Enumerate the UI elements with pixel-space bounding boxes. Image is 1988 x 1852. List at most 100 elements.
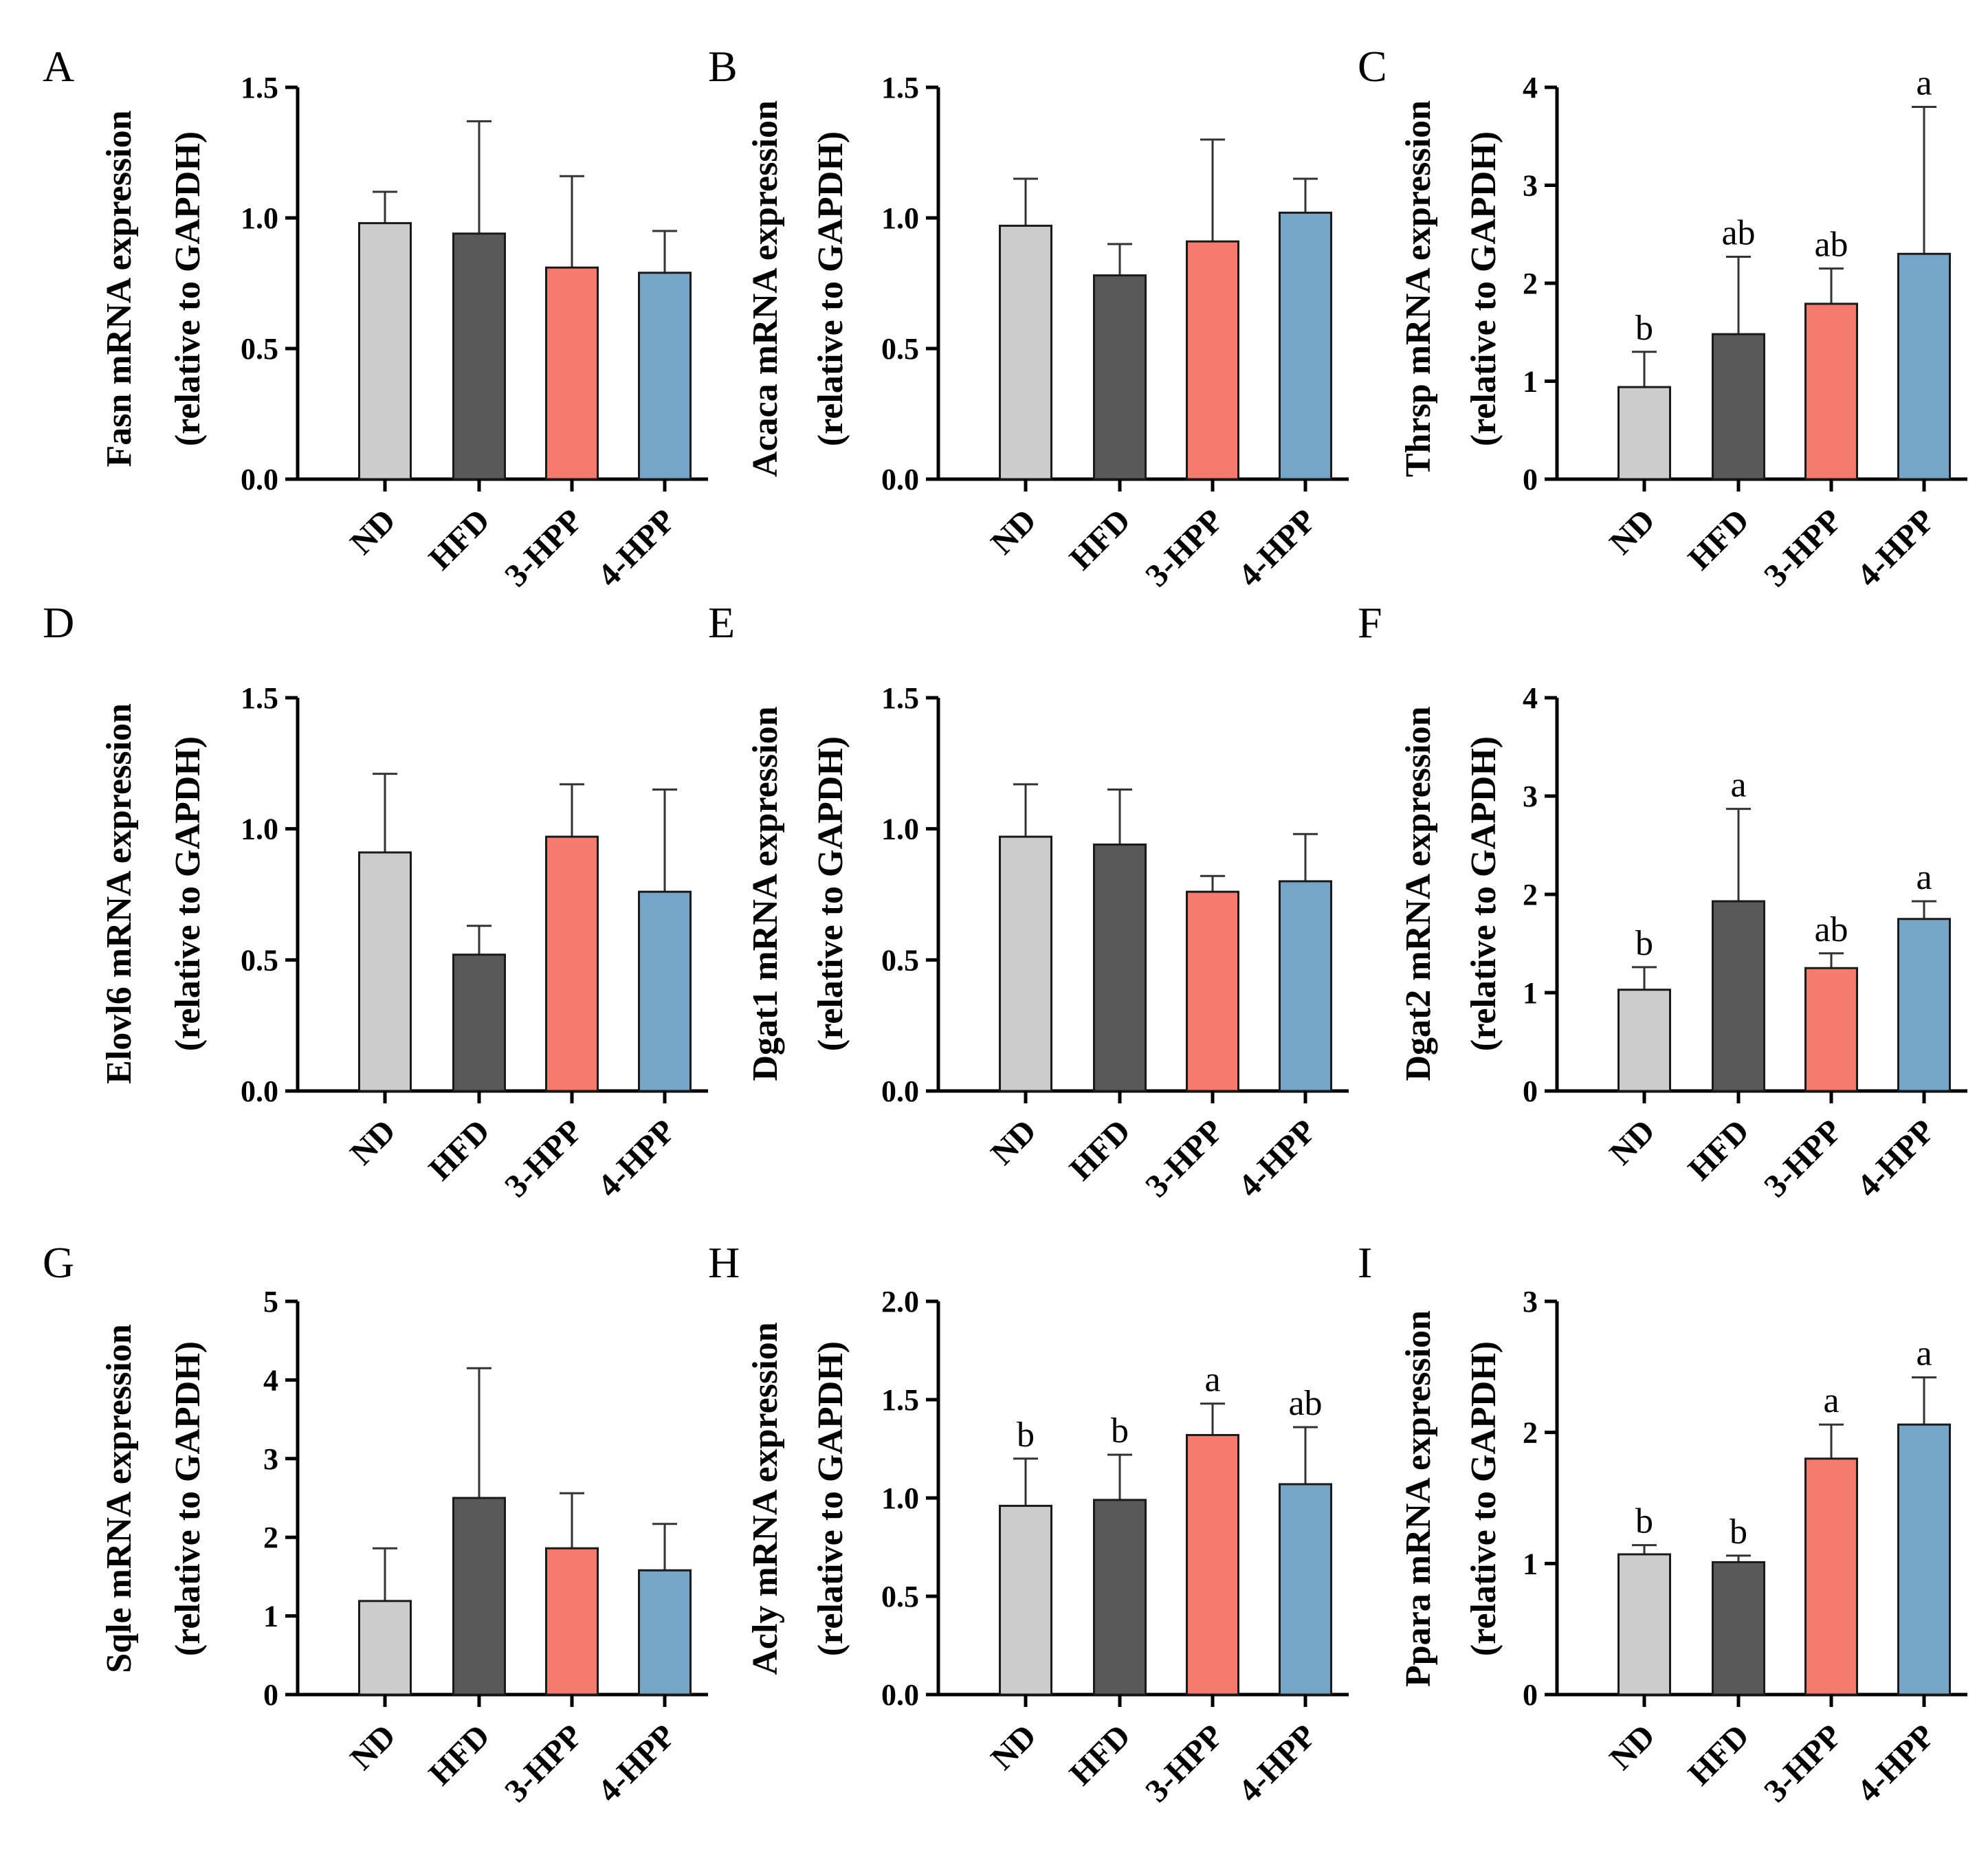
- x-tick-label: ND: [984, 1112, 1043, 1171]
- y-tick-label: 0.0: [881, 1074, 919, 1108]
- bar-nd: [1617, 989, 1671, 1092]
- y-tick-label: 0.5: [881, 943, 919, 977]
- significance-label: ab: [1288, 1384, 1322, 1423]
- y-axis-label: Acly mRNA expression: [746, 1322, 785, 1675]
- bar-hfd: [1093, 274, 1147, 481]
- panel-G: G Sqle mRNA expression (relative to GAPDH)…: [43, 1238, 708, 1809]
- y-tick-label: 3: [263, 1442, 278, 1476]
- x-tick-label: 3-HPP: [1757, 1112, 1849, 1204]
- x-tick-label: 3-HPP: [1138, 502, 1230, 594]
- x-tick-label: HFD: [1063, 1112, 1138, 1187]
- y-tick-label: 0.5: [241, 943, 278, 977]
- x-tick-label: HFD: [1681, 1112, 1756, 1187]
- x-tick-label: ND: [984, 1717, 1043, 1776]
- y-tick-label: 4: [1523, 681, 1538, 715]
- y-tick-label: 0: [1523, 1074, 1538, 1108]
- y-tick-label: 0.0: [241, 463, 278, 496]
- y-tick-label: 2: [1523, 878, 1538, 912]
- significance-label: b: [1635, 309, 1653, 348]
- y-axis-label: Elovl6 mRNA expression: [100, 703, 139, 1084]
- panel-letter: F: [1358, 598, 1382, 647]
- panel-E: E Dgat1 mRNA expression (relative to GAPDH…: [708, 598, 1349, 1204]
- bar-3-hpp: [545, 1547, 599, 1696]
- y-tick-label: 1.5: [881, 681, 919, 715]
- bar-3-hpp: [1804, 302, 1858, 481]
- significance-label: b: [1635, 924, 1653, 963]
- y-tick-label: 1: [263, 1600, 278, 1633]
- bar-3-hpp: [1804, 1457, 1858, 1696]
- significance-label: b: [1017, 1415, 1035, 1455]
- y-tick-label: 1: [1523, 1547, 1538, 1580]
- y-axis-sublabel: (relative to GAPDH): [168, 736, 208, 1051]
- bar-hfd: [1093, 1499, 1147, 1696]
- y-tick-label: 5: [263, 1285, 278, 1319]
- y-tick-label: 2: [1523, 1416, 1538, 1450]
- x-tick-label: ND: [1602, 1112, 1661, 1171]
- panel-letter: E: [708, 598, 735, 647]
- y-tick-label: 4: [263, 1363, 278, 1397]
- x-tick-label: 3-HPP: [498, 1717, 590, 1809]
- y-tick-label: 1.0: [881, 1481, 919, 1515]
- panel-letter: H: [708, 1238, 740, 1287]
- y-tick-label: 1: [1523, 976, 1538, 1010]
- panel-I: I Ppara mRNA expression (relative to GAPDH…: [1358, 1238, 1967, 1809]
- significance-label: b: [1111, 1411, 1129, 1451]
- x-tick-label: 3-HPP: [1757, 1717, 1849, 1809]
- x-tick-label: HFD: [422, 502, 497, 577]
- y-axis-label: Sqle mRNA expression: [100, 1324, 139, 1673]
- significance-label: a: [1730, 766, 1746, 805]
- y-tick-label: 0.5: [241, 332, 278, 366]
- bar-hfd: [1093, 844, 1147, 1092]
- bar-4-hpp: [638, 890, 692, 1092]
- x-tick-label: 3-HPP: [1757, 502, 1849, 594]
- x-tick-label: ND: [343, 502, 402, 561]
- bar-3-hpp: [1186, 240, 1239, 481]
- panel-letter: B: [708, 42, 738, 91]
- y-tick-label: 3: [1523, 1285, 1538, 1319]
- bar-4-hpp: [638, 1569, 692, 1696]
- x-tick-label: HFD: [1681, 1717, 1756, 1792]
- y-tick-label: 0.5: [881, 1580, 919, 1613]
- y-axis-sublabel: (relative to GAPDH): [811, 131, 850, 446]
- x-tick-label: HFD: [1681, 502, 1756, 577]
- panel-letter: G: [43, 1238, 74, 1287]
- x-tick-label: 4-HPP: [1850, 502, 1942, 594]
- x-tick-label: 4-HPP: [1231, 1112, 1323, 1204]
- bar-3-hpp: [1186, 890, 1239, 1092]
- x-tick-label: 3-HPP: [498, 1112, 590, 1204]
- y-tick-label: 1.0: [241, 201, 278, 235]
- y-tick-label: 0.5: [881, 332, 919, 366]
- bar-nd: [999, 835, 1052, 1092]
- y-tick-label: 1.0: [881, 201, 919, 235]
- bar-4-hpp: [1279, 211, 1332, 481]
- y-axis-sublabel: (relative to GAPDH): [1464, 131, 1503, 446]
- x-tick-label: ND: [1602, 1717, 1661, 1776]
- x-tick-label: HFD: [1063, 1717, 1138, 1792]
- x-tick-label: 4-HPP: [590, 1717, 683, 1809]
- y-axis-label: Thrsp mRNA expression: [1399, 100, 1438, 477]
- significance-label: b: [1730, 1512, 1747, 1552]
- x-tick-label: 4-HPP: [1850, 1717, 1942, 1809]
- x-tick-label: 4-HPP: [590, 1112, 683, 1204]
- bar-hfd: [1712, 900, 1765, 1092]
- panel-D: D Elovl6 mRNA expression (relative to GAPD…: [43, 598, 708, 1204]
- y-tick-label: 0.0: [881, 463, 919, 496]
- y-axis-sublabel: (relative to GAPDH): [168, 1341, 208, 1656]
- bar-nd: [999, 224, 1052, 481]
- bar-nd: [1617, 386, 1671, 481]
- y-axis-sublabel: (relative to GAPDH): [1464, 1341, 1503, 1656]
- y-axis-label: Fasn mRNA expression: [100, 110, 139, 467]
- y-tick-label: 3: [1523, 780, 1538, 813]
- x-tick-label: ND: [1602, 502, 1661, 561]
- significance-label: a: [1823, 1381, 1839, 1420]
- significance-label: a: [1916, 64, 1932, 103]
- x-tick-label: ND: [343, 1112, 402, 1171]
- x-tick-label: HFD: [1063, 502, 1138, 577]
- significance-label: ab: [1814, 910, 1848, 949]
- x-tick-label: HFD: [422, 1717, 497, 1792]
- bar-3-hpp: [1186, 1433, 1239, 1696]
- x-tick-label: 4-HPP: [1231, 502, 1323, 594]
- y-tick-label: 1.5: [241, 71, 278, 104]
